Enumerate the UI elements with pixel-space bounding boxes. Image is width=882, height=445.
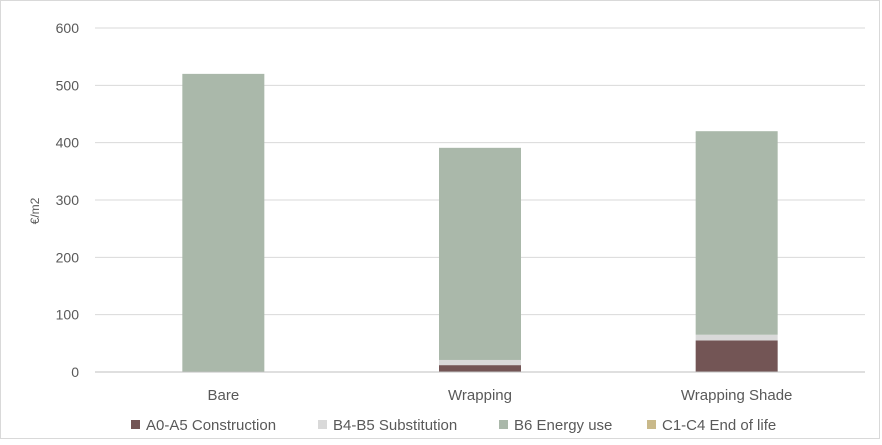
y-tick-label: 500 [56,77,80,93]
y-tick-label: 0 [71,364,79,380]
x-axis-ticks: Bare Wrapping Wrapping Shade [207,387,792,404]
legend-swatch [318,420,327,429]
x-tick-label: Wrapping [448,387,512,404]
y-tick-label: 300 [56,192,80,208]
bar-segment [439,359,521,366]
y-axis-label: €/m2 [28,197,42,224]
legend-swatch [499,420,508,429]
y-tick-label: 600 [56,20,80,36]
y-tick-label: 400 [56,135,80,151]
bar-segment [182,73,265,372]
legend-swatch [131,420,140,429]
legend-label: C1-C4 End of life [662,417,776,434]
y-axis-ticks: 0 100 200 300 400 500 600 [56,20,80,380]
bar-segment [695,334,778,341]
legend-swatch [647,420,656,429]
bar-segment [439,147,521,360]
bar-segment [695,340,778,372]
legend: A0-A5 Construction B4-B5 Substitution B6 E… [131,417,776,434]
legend-label: B6 Energy use [514,417,612,434]
y-tick-label: 200 [56,249,80,265]
x-tick-label: Wrapping Shade [681,387,792,404]
bar-segment [695,131,778,335]
legend-label: A0-A5 Construction [146,417,276,434]
bar-segment [439,365,521,372]
y-tick-label: 100 [56,307,80,323]
bars [182,73,778,372]
x-tick-label: Bare [207,387,239,404]
legend-label: B4-B5 Substitution [333,417,457,434]
